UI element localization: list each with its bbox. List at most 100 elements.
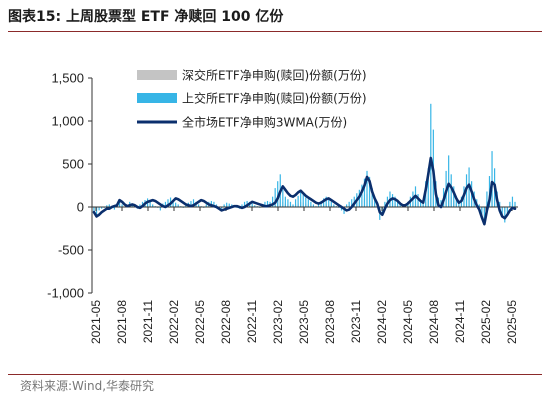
sh-bar xyxy=(254,205,256,207)
sh-bar xyxy=(98,207,100,211)
x-tick-label: 2023-11 xyxy=(349,300,363,343)
sh-bar xyxy=(340,207,343,211)
x-tick-label: 2021-11 xyxy=(141,300,155,343)
sh-bar xyxy=(317,203,320,207)
x-tick-label: 2024-11 xyxy=(453,300,467,343)
sh-bar xyxy=(287,199,289,207)
x-axis: 2021-05 2021-08 2021-11 2022-02 2022-05 2022-… xyxy=(89,206,519,344)
sh-bar xyxy=(175,202,177,207)
sh-bar xyxy=(455,197,457,207)
sh-bar xyxy=(113,207,116,210)
sh-bar xyxy=(427,168,429,207)
sh-bar xyxy=(277,181,279,207)
legend-item-wma-label: 全市场ETF净申购3WMA(万份) xyxy=(182,115,347,130)
sh-bar xyxy=(458,201,460,207)
sh-bar xyxy=(307,199,309,207)
sh-bar xyxy=(450,174,452,207)
x-tick-label: 2023-02 xyxy=(271,300,285,344)
sh-bar xyxy=(213,201,215,207)
legend-item-sh-swatch xyxy=(137,93,177,103)
sh-bar xyxy=(348,201,350,207)
sh-bar xyxy=(167,199,169,207)
x-tick-label: 2022-11 xyxy=(245,300,259,343)
sh-bar xyxy=(172,200,174,207)
sh-bar xyxy=(448,155,450,207)
sh-bar xyxy=(159,207,161,211)
sh-bar xyxy=(511,196,514,207)
sh-bar xyxy=(333,204,335,207)
x-tick-label: 2025-02 xyxy=(479,300,493,344)
sh-bar xyxy=(501,207,503,218)
sh-bar xyxy=(310,201,312,207)
sh-bar xyxy=(366,170,368,207)
sh-bar xyxy=(453,186,455,207)
wma-line-series xyxy=(92,156,517,226)
sh-bar xyxy=(312,204,315,207)
sh-bar xyxy=(198,204,200,207)
legend: 深交所ETF净申购(赎回)份额(万份) 上交所ETF净申购(赎回)份额(万份) 全市… xyxy=(137,68,367,130)
sh-bar xyxy=(486,191,488,207)
sh-bar xyxy=(491,151,493,207)
sh-bar xyxy=(266,200,269,207)
sh-bar xyxy=(374,196,376,207)
sh-bar xyxy=(328,199,330,207)
sh-bar xyxy=(185,205,187,207)
x-tick-label: 2024-02 xyxy=(375,300,389,344)
sh-bar xyxy=(481,207,483,219)
sh-bar xyxy=(106,205,108,207)
sh-bar xyxy=(101,207,103,209)
x-tick-label: 2021-08 xyxy=(115,300,129,344)
legend-item-sh-label: 上交所ETF净申购(赎回)份额(万份) xyxy=(182,91,367,106)
sh-bar xyxy=(300,189,302,207)
sh-bar xyxy=(205,204,207,207)
sh-bar xyxy=(118,199,121,207)
x-tick-label: 2025-05 xyxy=(505,300,519,344)
sh-bar xyxy=(228,203,230,207)
figure-title: 图表15: 上周股票型 ETF 净赎回 100 亿份 xyxy=(8,9,284,25)
x-tick-label: 2023-08 xyxy=(323,300,337,344)
sh-bar xyxy=(514,201,516,207)
sh-bar xyxy=(330,201,332,207)
y-tick-label: -500 xyxy=(58,243,84,258)
sh-bar xyxy=(251,203,253,207)
sh-bar xyxy=(297,195,299,207)
sh-bar xyxy=(108,204,110,207)
sh-bar xyxy=(391,194,394,207)
x-tick-label: 2024-08 xyxy=(427,300,441,344)
y-tick-label: 1,500 xyxy=(51,71,84,86)
sh-bar xyxy=(302,194,304,207)
sh-bar xyxy=(368,176,371,207)
legend-item-sz-label: 深交所ETF净申购(赎回)份额(万份) xyxy=(182,68,367,83)
x-tick-label: 2024-05 xyxy=(401,300,415,344)
sh-bar xyxy=(483,207,485,225)
sh-bar xyxy=(177,204,179,207)
sh-bar xyxy=(509,201,511,207)
sh-bar xyxy=(422,201,424,207)
sh-bar xyxy=(139,204,141,207)
sh-bar xyxy=(325,196,327,207)
sh-bar xyxy=(506,207,508,214)
sh-bar xyxy=(164,201,167,207)
sh-bar xyxy=(499,201,501,207)
sz-bar-series xyxy=(93,172,516,213)
sh-bar xyxy=(394,196,396,207)
sh-bar xyxy=(361,184,363,207)
sh-bar xyxy=(292,204,294,207)
y-tick-label: -1,000 xyxy=(47,286,84,301)
sh-bar xyxy=(223,204,225,207)
x-tick-label: 2022-08 xyxy=(219,300,233,344)
sh-bar xyxy=(149,201,151,207)
sh-bar xyxy=(241,204,243,207)
x-tick-label: 2021-05 xyxy=(89,300,103,344)
footer-divider xyxy=(8,374,542,375)
sh-bar xyxy=(282,189,284,207)
y-tick-label: 0 xyxy=(77,200,84,215)
y-tick-label: 1,000 xyxy=(51,114,84,129)
sh-bar xyxy=(121,204,123,207)
sh-bar xyxy=(226,202,228,207)
x-tick-label: 2023-05 xyxy=(297,300,311,344)
sh-bar xyxy=(397,201,399,207)
sh-bar xyxy=(384,201,386,207)
y-tick-label: 500 xyxy=(62,157,84,172)
